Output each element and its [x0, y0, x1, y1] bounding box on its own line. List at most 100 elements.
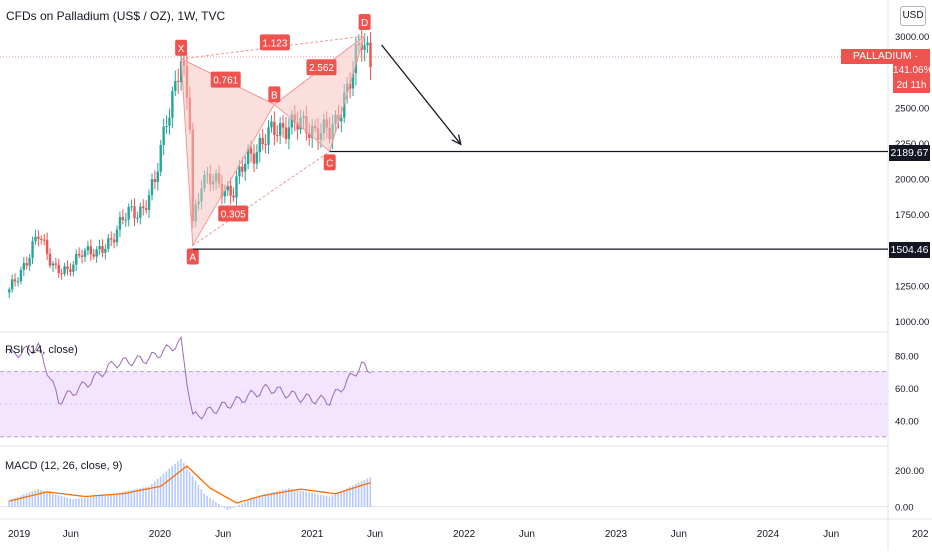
- candle-body: [279, 123, 281, 135]
- candle-body: [107, 238, 109, 249]
- candle-body: [11, 279, 13, 289]
- time-axis-label: Jun: [519, 529, 535, 540]
- macd-histogram-bar: [180, 459, 182, 507]
- macd-histogram-bar: [302, 491, 304, 506]
- macd-histogram-bar: [90, 497, 92, 507]
- macd-histogram-bar: [61, 496, 63, 507]
- price-tick-label: 3000.00: [895, 32, 929, 43]
- macd-histogram-bar: [69, 498, 71, 506]
- ratio-xb: 0.761: [213, 76, 238, 87]
- macd-histogram-bar: [58, 495, 60, 507]
- candle-body: [276, 135, 278, 136]
- candle-body: [157, 172, 159, 182]
- time-axis-label: 2023: [605, 529, 628, 540]
- candle-body: [101, 246, 103, 253]
- time-axis-label: Jun: [63, 529, 79, 540]
- macd-histogram-bar: [23, 495, 25, 507]
- candle-body: [119, 217, 121, 229]
- macd-histogram-bar: [151, 484, 153, 507]
- macd-histogram-bar: [209, 498, 211, 507]
- candle-body: [81, 256, 83, 257]
- candle-body: [127, 207, 129, 220]
- macd-histogram-bar: [326, 496, 328, 507]
- macd-histogram-bar: [206, 496, 208, 507]
- time-axis-label: Jun: [367, 529, 383, 540]
- candle-body: [40, 239, 42, 240]
- macd-histogram-bar: [335, 494, 337, 507]
- candle-body: [229, 186, 231, 196]
- macd-histogram-bar: [294, 489, 296, 506]
- macd-histogram-bar: [40, 490, 42, 507]
- macd-histogram-bar: [87, 497, 89, 506]
- macd-histogram-bar: [265, 494, 267, 507]
- price-tick-label: 2000.00: [895, 175, 929, 186]
- macd-histogram-bar: [32, 491, 34, 506]
- macd-histogram-bar: [329, 496, 331, 506]
- candle-body: [49, 254, 51, 266]
- macd-histogram-bar: [177, 461, 179, 506]
- candle-body: [171, 91, 173, 118]
- price-tick-label: 1250.00: [895, 281, 929, 292]
- macd-histogram-bar: [253, 498, 255, 506]
- macd-histogram-bar: [230, 507, 232, 509]
- candle-body: [139, 207, 141, 218]
- macd-histogram-bar: [262, 495, 264, 507]
- macd-histogram-bar: [332, 495, 334, 507]
- macd-histogram-bar: [26, 494, 28, 507]
- macd-histogram-bar: [241, 504, 243, 507]
- time-axis-label: 2020: [149, 529, 172, 540]
- candle-body: [98, 246, 100, 249]
- candle-body: [369, 43, 371, 68]
- macd-label[interactable]: MACD (12, 26, close, 9): [5, 460, 122, 472]
- candle-body: [235, 176, 237, 197]
- candle-body: [8, 289, 10, 292]
- candle-body: [154, 179, 156, 182]
- rsi-tick-label: 40.00: [895, 416, 919, 427]
- macd-histogram-bar: [227, 507, 229, 511]
- candle-body: [177, 81, 179, 82]
- macd-histogram-bar: [297, 490, 299, 507]
- projection-arrow-line: [382, 45, 461, 144]
- candle-body: [162, 127, 164, 145]
- macd-histogram-bar: [119, 492, 121, 506]
- candle-body: [52, 263, 54, 265]
- candle-body: [60, 273, 62, 274]
- level-a-badge: 1504.46: [889, 242, 930, 258]
- candle-body: [78, 254, 80, 256]
- macd-histogram-bar: [49, 492, 51, 506]
- candle-body: [133, 206, 135, 218]
- macd-histogram-bar: [340, 491, 342, 507]
- candle-body: [256, 152, 258, 163]
- candle-body: [151, 179, 153, 195]
- macd-histogram-bar: [233, 507, 235, 508]
- time-axis-label: Jun: [671, 529, 687, 540]
- price-tick-label: 2500.00: [895, 103, 929, 114]
- macd-histogram-bar: [157, 479, 159, 507]
- time-axis-label: 202: [912, 529, 929, 540]
- macd-histogram-bar: [320, 495, 322, 507]
- candle-body: [148, 195, 150, 210]
- candle-body: [87, 246, 89, 250]
- rsi-label[interactable]: RSI (14, close): [5, 344, 78, 356]
- macd-histogram-bar: [174, 464, 176, 507]
- macd-histogram-bar: [67, 498, 69, 507]
- time-axis-label: 2021: [301, 529, 324, 540]
- macd-histogram-bar: [238, 505, 240, 507]
- currency-button[interactable]: USD: [900, 6, 926, 26]
- pattern-point-label: D: [361, 18, 368, 29]
- macd-histogram-bar: [166, 471, 168, 506]
- candle-body: [232, 196, 234, 198]
- macd-histogram-bar: [52, 493, 54, 506]
- candle-body: [116, 230, 118, 243]
- candle-body: [66, 266, 68, 269]
- macd-histogram-bar: [218, 504, 220, 507]
- macd-histogram-bar: [186, 467, 188, 506]
- candle-body: [84, 251, 86, 257]
- macd-histogram-bar: [314, 494, 316, 507]
- candle-body: [366, 43, 368, 46]
- countdown-badge: 2d 11h: [893, 78, 930, 93]
- macd-histogram-bar: [96, 496, 98, 507]
- macd-histogram-bar: [215, 502, 217, 507]
